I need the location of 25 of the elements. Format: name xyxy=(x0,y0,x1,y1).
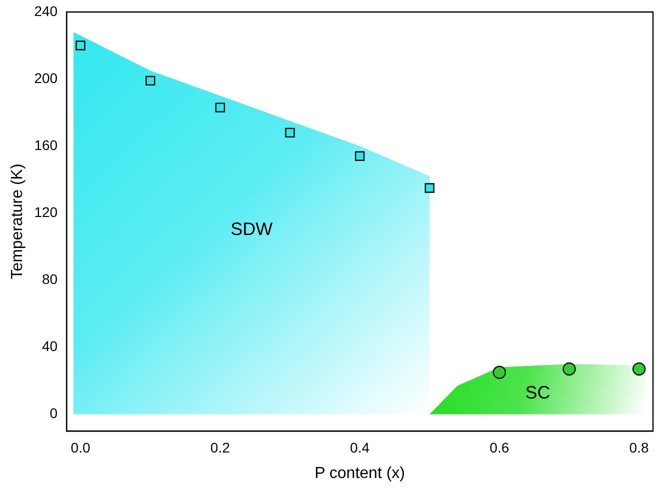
point xyxy=(145,76,156,86)
y-tick-label: 120 xyxy=(34,204,58,220)
point xyxy=(285,128,295,138)
y-tick-label: 80 xyxy=(42,271,58,288)
point xyxy=(424,183,434,193)
y-axis-title: Temperature (K) xyxy=(9,164,26,280)
point xyxy=(354,151,365,161)
x-axis-title: P content (x) xyxy=(314,464,405,482)
x-tick-label: 0.8 xyxy=(629,439,649,456)
point xyxy=(215,102,225,112)
x-tick-label: 0.6 xyxy=(490,439,510,456)
point xyxy=(76,40,86,50)
x-tick-label: 0.0 xyxy=(70,439,90,456)
point xyxy=(632,362,646,376)
annotation: SC xyxy=(525,382,550,402)
point xyxy=(492,366,506,379)
point xyxy=(562,362,576,376)
x-tick-label: 0.2 xyxy=(210,439,230,456)
y-tick-label: 240 xyxy=(34,2,58,19)
x-tick-label: 0.4 xyxy=(350,439,370,456)
y-tick-label: 200 xyxy=(34,70,58,86)
y-tick-label: 0 xyxy=(50,405,58,422)
annotation: SDW xyxy=(230,218,273,239)
y-tick-label: 160 xyxy=(34,136,58,153)
y-tick-label: 40 xyxy=(42,338,58,354)
